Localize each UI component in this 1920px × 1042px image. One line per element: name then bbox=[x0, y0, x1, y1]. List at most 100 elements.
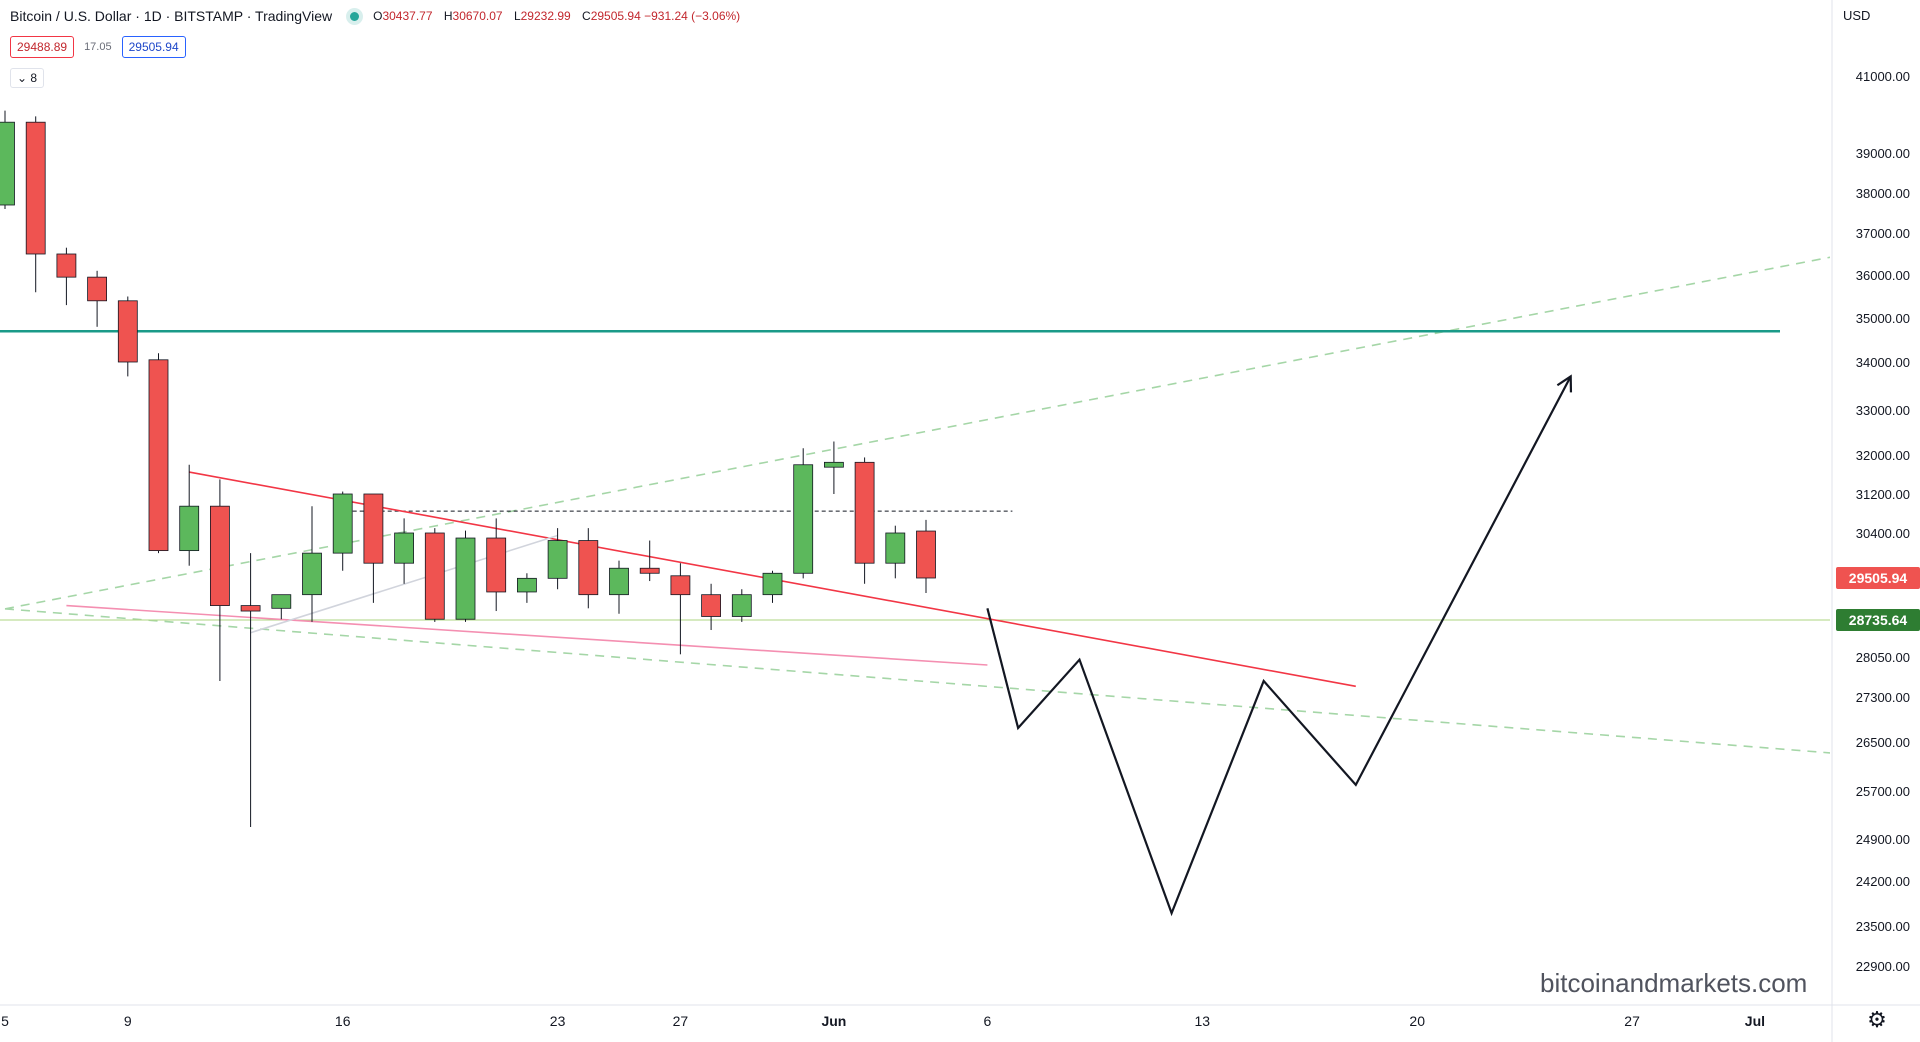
price-tick-label: 36000.00 bbox=[1856, 268, 1910, 283]
chart-header: Bitcoin / U.S. Dollar · 1D · BITSTAMP · … bbox=[10, 8, 748, 24]
time-tick-label: Jul bbox=[1745, 1013, 1765, 1029]
time-tick-label: 27 bbox=[673, 1013, 689, 1029]
candle bbox=[240, 553, 261, 827]
channel-line-1 bbox=[4, 608, 1830, 754]
candle-body bbox=[0, 121, 15, 206]
price-label-box bbox=[1836, 567, 1920, 589]
candle-body bbox=[916, 530, 936, 579]
candle-body bbox=[271, 594, 292, 609]
candle-body bbox=[179, 505, 200, 552]
candle bbox=[394, 518, 415, 584]
candle bbox=[762, 570, 783, 603]
candle bbox=[363, 493, 384, 603]
candle-body bbox=[209, 505, 230, 606]
candle-body bbox=[25, 121, 46, 255]
price-tick-label: 33000.00 bbox=[1856, 403, 1910, 418]
time-tick-label: 20 bbox=[1409, 1013, 1425, 1029]
candle-body bbox=[762, 572, 783, 596]
projection-path bbox=[986, 375, 1572, 917]
time-tick-label: 9 bbox=[124, 1013, 132, 1029]
price-tick-label: 38000.00 bbox=[1856, 186, 1910, 201]
price-tick-label: 31200.00 bbox=[1856, 487, 1910, 502]
candle bbox=[639, 540, 660, 582]
candle bbox=[302, 506, 322, 622]
time-tick-label: 5 bbox=[1, 1013, 9, 1029]
price-tick-label: 41000.00 bbox=[1856, 69, 1910, 84]
candle bbox=[332, 491, 353, 571]
price-tick-label: 35000.00 bbox=[1856, 311, 1910, 326]
candle bbox=[731, 589, 752, 622]
price-tick-label: 39000.00 bbox=[1856, 146, 1910, 161]
price-label-text: 29505.94 bbox=[1849, 570, 1908, 586]
time-tick-label: 16 bbox=[335, 1013, 351, 1029]
candle-body bbox=[731, 594, 752, 617]
candle bbox=[0, 110, 15, 209]
candle bbox=[455, 530, 476, 622]
price-tick-label: 24200.00 bbox=[1856, 874, 1910, 889]
indicators-collapse-button[interactable]: ⌄ 8 bbox=[10, 68, 45, 88]
candle bbox=[56, 247, 77, 306]
price-tick-label: 24900.00 bbox=[1856, 832, 1910, 847]
time-tick-label: 6 bbox=[984, 1013, 992, 1029]
candle bbox=[701, 583, 721, 631]
candle bbox=[179, 464, 200, 566]
candle-body bbox=[56, 253, 77, 278]
candle bbox=[148, 353, 169, 554]
candle bbox=[547, 528, 568, 590]
price-tick-label: 22900.00 bbox=[1856, 959, 1910, 974]
candle bbox=[25, 116, 46, 293]
watermark: bitcoinandmarkets.com bbox=[1540, 968, 1808, 998]
market-status-icon bbox=[350, 11, 360, 21]
spread-value: 17.05 bbox=[84, 41, 112, 53]
time-tick-label: 27 bbox=[1624, 1013, 1640, 1029]
candle bbox=[609, 560, 629, 614]
trade-buttons: 29488.89 17.05 29505.94 bbox=[10, 36, 186, 58]
candle-body bbox=[455, 537, 476, 620]
candle-body bbox=[302, 552, 322, 596]
candle-body bbox=[609, 567, 629, 596]
candle-body bbox=[117, 300, 138, 363]
candle-body bbox=[824, 461, 844, 468]
candle-body bbox=[793, 464, 814, 574]
candle-body bbox=[578, 540, 599, 596]
candle bbox=[486, 518, 507, 612]
currency-label[interactable]: USD bbox=[1843, 8, 1871, 23]
sell-price-button[interactable]: 29488.89 bbox=[10, 36, 75, 58]
candle bbox=[424, 528, 445, 622]
buy-price-button[interactable]: 29505.94 bbox=[121, 36, 186, 58]
price-label-text: 28735.64 bbox=[1849, 612, 1908, 628]
candle-body bbox=[547, 540, 568, 579]
price-label-box bbox=[1836, 609, 1920, 631]
candle bbox=[885, 525, 906, 579]
time-tick-label: Jun bbox=[821, 1013, 846, 1029]
candle-body bbox=[87, 276, 107, 302]
candle bbox=[670, 563, 691, 655]
price-tick-label: 37000.00 bbox=[1856, 226, 1910, 241]
candle bbox=[824, 441, 844, 494]
candle-body bbox=[701, 594, 721, 617]
candle-body bbox=[639, 567, 660, 574]
candle bbox=[271, 594, 292, 620]
indicators-count: 8 bbox=[30, 71, 38, 85]
price-tick-label: 25700.00 bbox=[1856, 784, 1910, 799]
candle-body bbox=[148, 359, 169, 552]
candle-body bbox=[517, 577, 537, 593]
candle bbox=[793, 448, 814, 579]
price-tick-label: 32000.00 bbox=[1856, 448, 1910, 463]
plot-area bbox=[0, 110, 1830, 917]
price-tick-label: 27300.00 bbox=[1856, 690, 1910, 705]
candle-body bbox=[670, 575, 691, 596]
candle bbox=[209, 479, 230, 681]
price-tick-label: 30400.00 bbox=[1856, 526, 1910, 541]
candle bbox=[117, 296, 138, 377]
trend-line-1 bbox=[66, 604, 988, 666]
price-tick-label: 26500.00 bbox=[1856, 735, 1910, 750]
gear-icon[interactable]: ⚙ bbox=[1867, 1007, 1887, 1032]
ohlc-readout: O30437.77 H30670.07 L29232.99 C29505.94 … bbox=[373, 9, 741, 23]
chevron-down-icon: ⌄ bbox=[17, 71, 28, 85]
candle bbox=[517, 573, 537, 603]
price-tick-label: 28050.00 bbox=[1856, 650, 1910, 665]
candle-body bbox=[854, 461, 875, 564]
symbol-title[interactable]: Bitcoin / U.S. Dollar · 1D · BITSTAMP · … bbox=[10, 8, 333, 24]
